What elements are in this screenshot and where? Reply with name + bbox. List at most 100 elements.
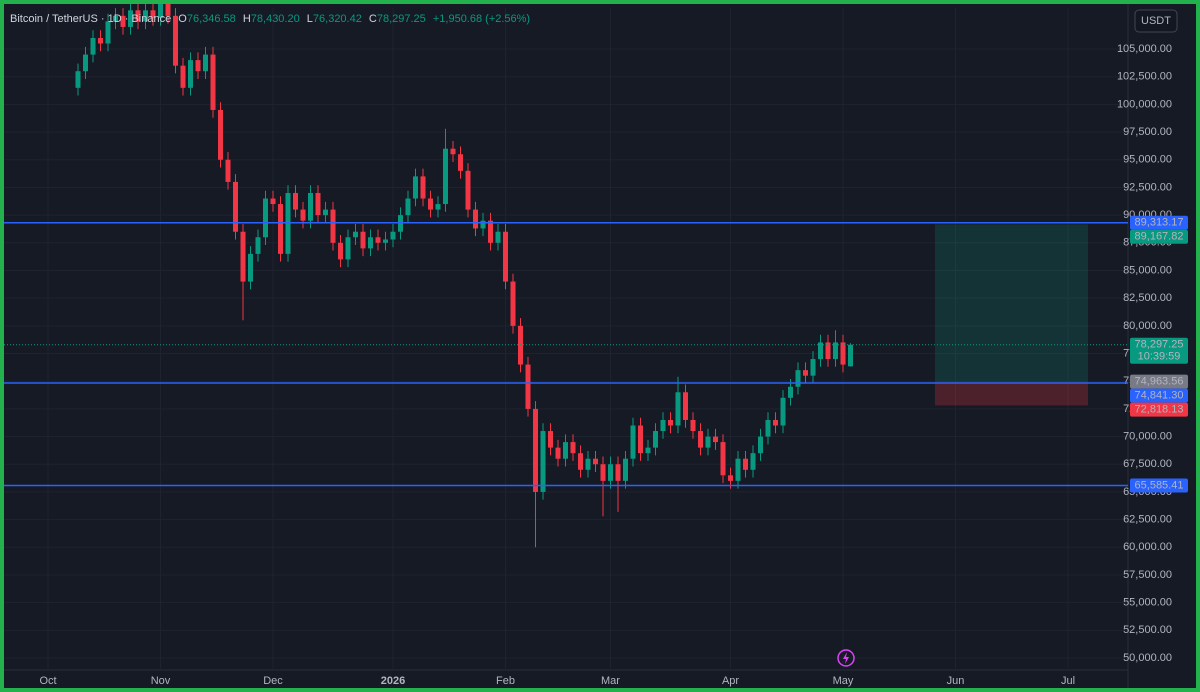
candle-body [413,176,418,199]
candle-body [375,237,381,243]
currency-label: USDT [1141,15,1171,27]
candle-body [600,464,606,481]
y-tick-label: 100,000.00 [1117,98,1172,110]
candle-body [503,231,508,282]
x-tick-label: Oct [39,675,56,687]
x-tick-label: Dec [263,675,283,687]
candle-body [248,253,253,282]
candle-body [803,370,808,376]
y-tick-label: 85,000.00 [1123,264,1172,276]
candle-body [540,431,546,492]
candle-body [705,436,711,448]
y-tick-label: 97,500.00 [1123,126,1172,138]
candle-body [338,242,343,260]
x-tick-label: Mar [601,675,620,687]
candle-body [480,220,486,229]
candle-body [735,458,741,481]
candle-body [158,4,163,19]
candle-body [780,397,786,426]
candle-body [188,60,193,88]
candle-body [765,419,771,437]
y-tick-label: 80,000.00 [1123,320,1172,332]
candle-body [435,204,441,210]
y-tick-label: 50,000.00 [1123,652,1172,664]
open-key: O [178,13,187,25]
candle-body [90,37,96,55]
candle-body [105,21,111,44]
candle-body [323,209,328,216]
price-tag [1130,215,1188,230]
candle-body [660,419,666,432]
candle-body [113,15,118,22]
price-tag-label: 89,313.17 [1135,217,1184,229]
candle-body [608,464,613,481]
candle-body [713,436,718,443]
events-icon-bolt [843,652,849,664]
close-key: C [368,13,377,25]
price-tag [1130,229,1188,244]
high-key: H [242,13,251,25]
y-tick-label: 105,000.00 [1117,43,1172,55]
candle-body [458,154,463,171]
candle-body [390,231,396,240]
y-tick-label: 60,000.00 [1123,541,1172,553]
candle-body [720,442,726,476]
symbol[interactable]: Bitcoin / TetherUS · 1D · Binance [10,13,172,25]
x-tick-label: Nov [151,675,171,687]
price-tag [1130,337,1188,364]
candle-body [690,419,696,432]
close-value: 78,297.25 [376,13,426,25]
position-profit-zone [935,224,1088,382]
candle-body [698,431,703,448]
candle-body [180,65,186,88]
candle-body [563,442,568,459]
y-tick-label: 70,000.00 [1123,430,1172,442]
candle-body [833,342,838,360]
candle-body [143,10,148,22]
events-icon[interactable] [837,649,855,667]
candle-body [203,54,208,72]
currency-button[interactable] [1134,9,1178,33]
candle-body [488,220,493,243]
candle-body [570,442,576,454]
y-tick-label: 62,500.00 [1123,514,1172,526]
candle-body [368,237,373,249]
candle-body [270,198,276,205]
candle-body [795,370,801,387]
candle-body [83,54,88,72]
candle-body [98,37,103,44]
candle-body [750,453,756,470]
y-tick-label: 95,000.00 [1123,154,1172,166]
candle-body [420,176,426,199]
low-value: 76,320.42 [312,13,362,25]
candle-body [173,15,178,66]
candle-body [810,359,816,376]
candle-body [165,4,171,16]
candle-body [75,71,81,88]
legend: Bitcoin / TetherUS · 1D · Binance O76,34… [10,13,530,25]
candle-body [653,431,658,448]
price-tag-label: 74,841.30 [1135,390,1184,402]
candle-body [848,344,853,367]
x-tick-label: 2026 [381,675,405,687]
candle-body [308,192,313,221]
high-value: 78,430.20 [250,13,300,25]
y-tick-label: 82,500.00 [1123,292,1172,304]
price-tag [1130,402,1188,417]
candle-body [383,239,388,243]
candle-body [428,198,433,210]
candle-body [293,192,298,210]
candle-body [330,209,336,243]
candle-body [128,10,133,27]
candle-body [495,231,501,243]
price-tag-label: 72,818.13 [1135,404,1184,416]
x-tick-label: Feb [496,675,515,687]
candle-body [585,458,591,470]
candle-body [195,60,201,72]
candle-body [840,342,846,365]
y-tick-label: 92,500.00 [1123,181,1172,193]
candle-body [668,419,673,426]
x-tick-label: Jun [947,675,965,687]
